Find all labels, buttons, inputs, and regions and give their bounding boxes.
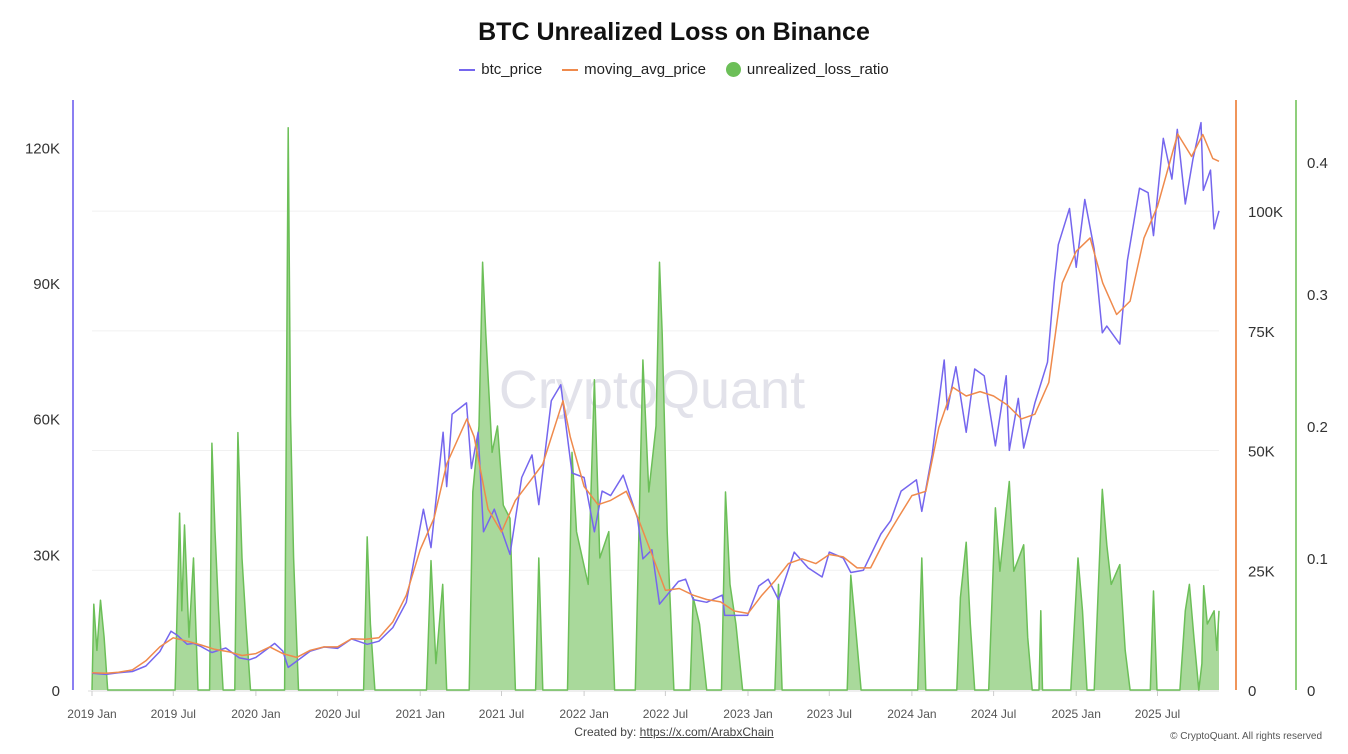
left-tick-label: 60K — [33, 412, 60, 429]
x-tick-label: 2023 Jul — [807, 707, 852, 721]
right-price-tick-label: 75K — [1248, 324, 1275, 341]
creator-link[interactable]: https://x.com/ArabxChain — [639, 725, 774, 739]
left-tick-label: 0 — [52, 683, 60, 700]
line-marker-icon — [459, 68, 476, 71]
right-ratio-tick-label: 0.1 — [1307, 551, 1328, 568]
footer-credit: Created by: https://x.com/ArabxChain — [0, 725, 1348, 739]
legend-item-btc-price[interactable]: btc_price — [459, 61, 542, 78]
chart-title: BTC Unrealized Loss on Binance — [478, 18, 870, 46]
right-ratio-tick-label: 0.3 — [1307, 287, 1328, 304]
legend-item-unrealized-loss-ratio[interactable]: unrealized_loss_ratio — [725, 61, 889, 78]
x-tick-label: 2019 Jul — [151, 707, 196, 721]
x-tick-label: 2022 Jan — [559, 707, 608, 721]
x-tick-label: 2024 Jan — [887, 707, 936, 721]
legend-label: btc_price — [481, 61, 543, 78]
x-tick-label: 2022 Jul — [643, 707, 688, 721]
x-tick-label: 2023 Jan — [723, 707, 772, 721]
x-tick-label: 2024 Jul — [971, 707, 1016, 721]
right-ratio-tick-label: 0 — [1307, 683, 1315, 700]
unrealized-loss-ratio-line — [91, 126, 1220, 691]
x-tick-label: 2025 Jul — [1135, 707, 1180, 721]
right-ratio-tick-label: 0.2 — [1307, 419, 1328, 436]
x-tick-label: 2019 Jan — [67, 707, 116, 721]
right-price-tick-label: 0 — [1248, 683, 1256, 700]
dot-marker-icon — [725, 62, 741, 77]
watermark: CryptoQuant — [499, 360, 805, 420]
copyright: © CryptoQuant. All rights reserved — [1170, 731, 1322, 742]
legend-label: moving_avg_price — [584, 61, 706, 78]
right-price-tick-label: 50K — [1248, 444, 1275, 461]
left-tick-label: 30K — [33, 547, 60, 564]
x-tick-label: 2025 Jan — [1052, 707, 1101, 721]
right-price-tick-label: 25K — [1248, 563, 1275, 580]
line-marker-icon — [562, 68, 579, 71]
btc-price-line — [91, 121, 1220, 676]
legend-item-moving-avg-price[interactable]: moving_avg_price — [562, 61, 706, 78]
x-tick-label: 2020 Jan — [231, 707, 280, 721]
x-tick-label: 2021 Jul — [479, 707, 524, 721]
right-price-tick-label: 100K — [1248, 204, 1283, 221]
moving-avg-price-line — [91, 133, 1220, 674]
x-tick-label: 2020 Jul — [315, 707, 360, 721]
legend: btc_price moving_avg_price unrealized_lo… — [0, 61, 1348, 78]
x-tick-label: 2021 Jan — [396, 707, 445, 721]
left-tick-label: 120K — [25, 140, 60, 157]
created-by-label: Created by: — [574, 725, 640, 739]
legend-label: unrealized_loss_ratio — [746, 61, 889, 78]
right-ratio-tick-label: 0.4 — [1307, 155, 1328, 172]
left-tick-label: 90K — [33, 276, 60, 293]
